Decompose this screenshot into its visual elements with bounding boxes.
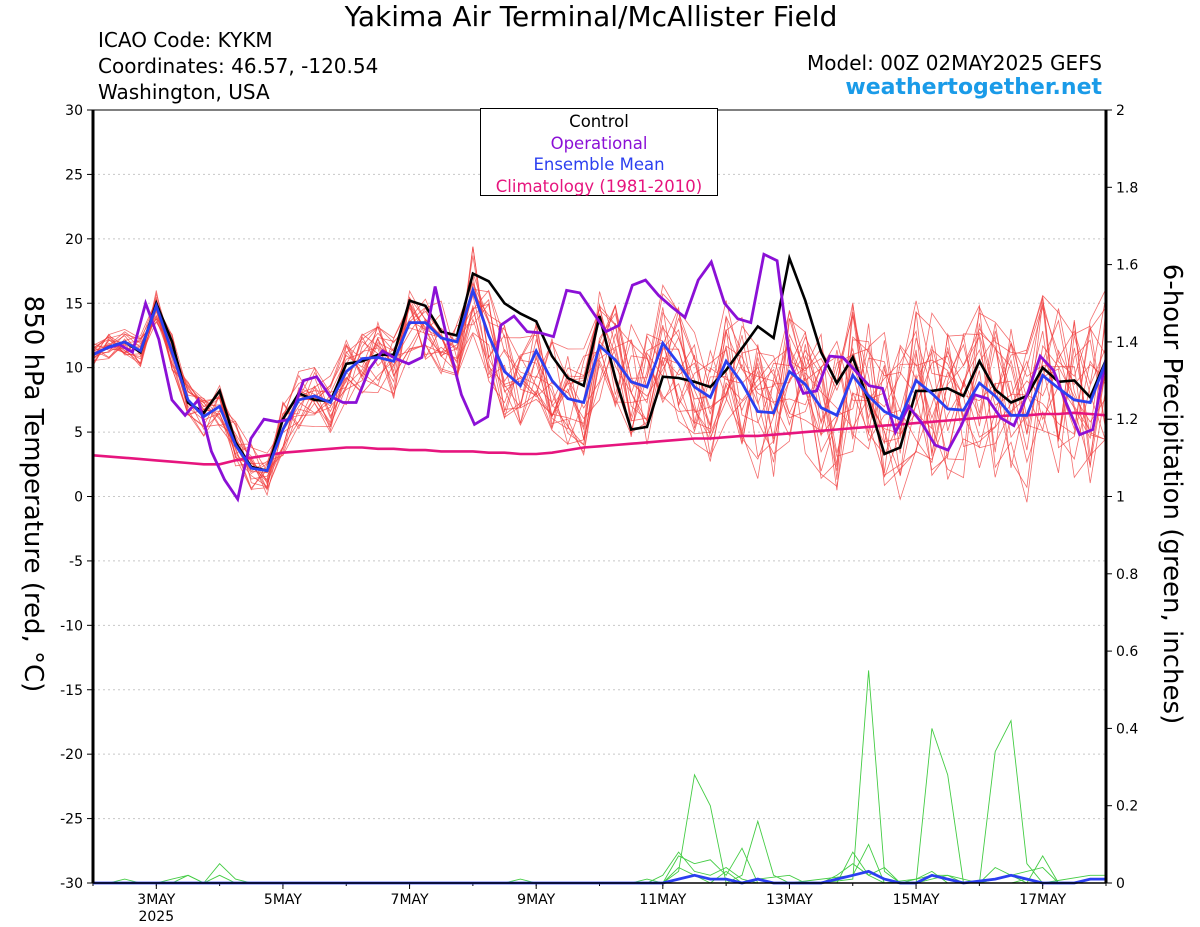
x-tick-label: 17MAY [1019,892,1066,908]
y-tick-label: 0 [74,490,83,506]
y2-tick-label: 0.2 [1116,799,1138,815]
precip-member-line [93,670,1106,884]
y-tick-label: 15 [65,296,83,312]
y-tick-label: -20 [60,747,83,763]
icao-code: ICAO Code: KYKM [98,28,273,52]
site-link[interactable]: weathertogether.net [845,75,1102,100]
x-tick-label: 15MAY [893,892,940,908]
y-tick-label: 10 [65,361,83,377]
x-tick-label: 13MAY [766,892,813,908]
y-tick-label: -25 [60,812,83,828]
y2-tick-label: 0.8 [1116,567,1138,583]
x-tick-label: 7MAY [391,892,429,908]
y-tick-label: -15 [60,683,83,699]
x-tick-sublabel: 2025 [138,909,174,925]
y-tick-label: 20 [65,232,83,248]
precip-member-line [93,847,1106,884]
operational-line [92,252,1108,503]
ensemble-member-line [92,255,1107,491]
x-tick-label: 11MAY [639,892,686,908]
y2-tick-label: 1.6 [1116,258,1138,274]
ensemble-member-line [92,274,1107,474]
y-tick-label: 25 [65,167,83,183]
y-tick-label: -5 [69,554,83,570]
y-tick-label: 30 [65,103,83,119]
x-tick-label: 9MAY [517,892,555,908]
y2-tick-label: 1.2 [1116,412,1138,428]
ensemble-member-line [92,293,1107,490]
ensemble-member-line [92,296,1107,483]
ensemble-member-line [92,301,1107,490]
y2-tick-label: 1 [1116,490,1125,506]
y-tick-label: 5 [74,425,83,441]
legend: Control Operational Ensemble Mean Climat… [480,108,718,196]
y2-tick-label: 0.4 [1116,721,1138,737]
y-tick-label: -30 [60,876,83,892]
y-tick-label: -10 [60,618,83,634]
y2-tick-label: 1.4 [1116,335,1138,351]
chart-title: Yakima Air Terminal/McAllister Field [344,0,838,33]
ensemble-member-line [92,287,1107,484]
x-tick-label: 3MAY [137,892,175,908]
legend-climatology: Climatology (1981-2010) [495,176,703,196]
ensemble-member-line [92,305,1107,491]
x-tick-label: 5MAY [264,892,302,908]
model-run: Model: 00Z 02MAY2025 GEFS [807,51,1102,75]
precip-mean-line [93,869,1106,885]
y2-tick-label: 1.8 [1116,180,1138,196]
legend-ensemble-mean: Ensemble Mean [533,155,665,174]
ensemble-mean-line [92,285,1108,473]
legend-operational: Operational [550,133,648,153]
region: Washington, USA [98,80,270,104]
y2-tick-label: 0.6 [1116,644,1138,660]
ensemble-member-line [92,292,1107,475]
climatology-line [92,411,1107,466]
coordinates: Coordinates: 46.57, -120.54 [98,54,379,78]
legend-control: Control [569,112,629,131]
ensemble-member-line [92,281,1107,491]
y2-tick-label: 2 [1116,103,1125,119]
y2-tick-label: 0 [1116,876,1125,892]
ensemble-member-line [92,246,1107,503]
precip-member-line [93,773,1106,884]
